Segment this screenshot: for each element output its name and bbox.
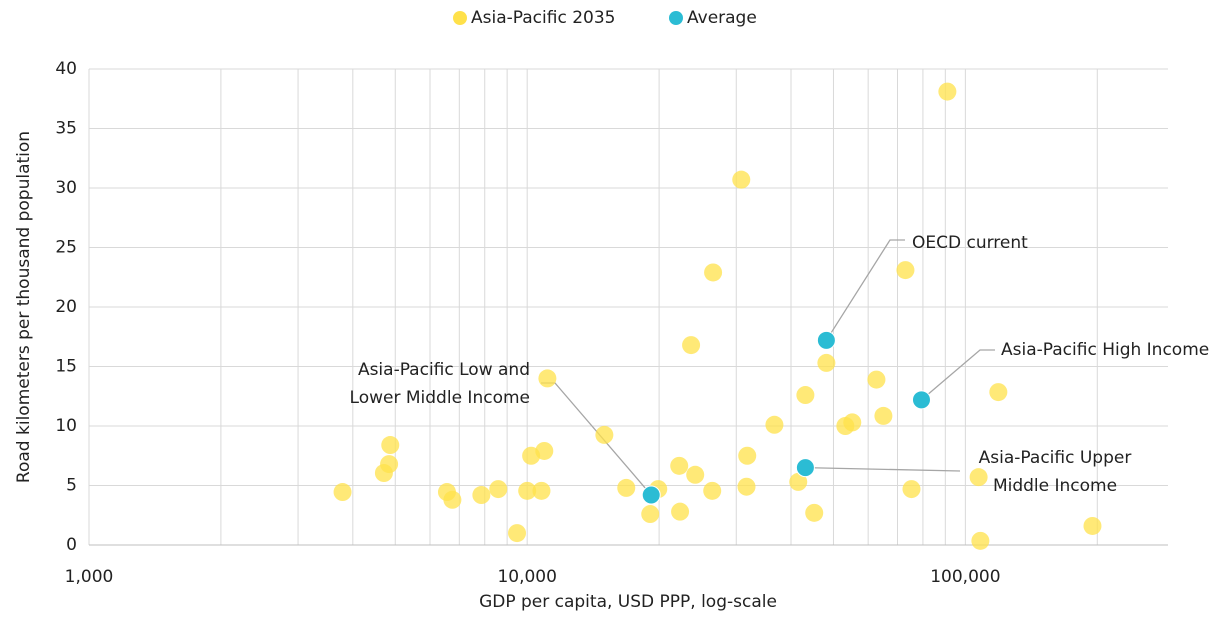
y-tick-label: 35 bbox=[55, 119, 77, 139]
point bbox=[333, 483, 352, 502]
point bbox=[971, 531, 990, 550]
annotation: Lower Middle Income bbox=[350, 388, 530, 408]
y-tick-label: 0 bbox=[66, 535, 77, 555]
leader-line bbox=[825, 239, 905, 341]
point bbox=[443, 490, 462, 509]
x-tick-label: 100,000 bbox=[930, 567, 1000, 587]
point bbox=[472, 486, 491, 505]
leader-line bbox=[541, 382, 652, 496]
point bbox=[538, 369, 557, 388]
point bbox=[737, 477, 756, 496]
point bbox=[796, 386, 815, 405]
point bbox=[682, 336, 701, 355]
legend-label: Average bbox=[687, 8, 757, 28]
point bbox=[617, 478, 636, 497]
point bbox=[805, 503, 824, 522]
point bbox=[641, 485, 661, 505]
point bbox=[843, 413, 862, 432]
point bbox=[765, 415, 784, 434]
y-tick-label: 5 bbox=[66, 476, 77, 496]
x-tick-label: 1,000 bbox=[65, 567, 114, 587]
leader-line bbox=[921, 349, 995, 401]
point bbox=[532, 481, 551, 500]
point bbox=[703, 481, 722, 500]
y-axis-label: Road kilometers per thousand population bbox=[14, 131, 34, 483]
x-tick-label: 10,000 bbox=[497, 567, 556, 587]
point bbox=[911, 390, 931, 410]
x-axis-label: GDP per capita, USD PPP, log-scale bbox=[479, 592, 777, 612]
point bbox=[817, 353, 836, 372]
point bbox=[671, 502, 690, 521]
y-tick-label: 30 bbox=[55, 178, 77, 198]
point bbox=[1083, 516, 1102, 535]
point bbox=[518, 481, 537, 500]
point bbox=[867, 370, 886, 389]
annotation: Asia-Pacific High Income bbox=[1001, 340, 1209, 360]
point bbox=[816, 330, 836, 350]
point bbox=[874, 406, 893, 425]
annotation: OECD current bbox=[912, 233, 1028, 253]
point bbox=[595, 425, 614, 444]
y-tick-label: 25 bbox=[55, 238, 77, 258]
point bbox=[508, 524, 527, 543]
point bbox=[535, 441, 554, 460]
y-tick-label: 10 bbox=[55, 416, 77, 436]
point bbox=[789, 472, 808, 491]
point bbox=[938, 82, 957, 101]
point bbox=[732, 170, 751, 189]
annotation: Asia-Pacific Upper bbox=[979, 448, 1132, 468]
point bbox=[641, 505, 660, 524]
point bbox=[969, 468, 988, 487]
point bbox=[896, 261, 915, 280]
point bbox=[380, 455, 399, 474]
point bbox=[795, 458, 815, 478]
point bbox=[902, 480, 921, 499]
point bbox=[489, 480, 508, 499]
legend-label: Asia-Pacific 2035 bbox=[471, 8, 615, 28]
y-tick-label: 40 bbox=[55, 59, 77, 79]
point bbox=[738, 446, 757, 465]
point bbox=[704, 263, 723, 282]
y-tick-label: 20 bbox=[55, 297, 77, 317]
annotation: Middle Income bbox=[993, 476, 1117, 496]
leader-line bbox=[805, 467, 961, 472]
point bbox=[686, 465, 705, 484]
point bbox=[381, 436, 400, 455]
point bbox=[670, 456, 689, 475]
annotation: Asia-Pacific Low and bbox=[358, 360, 530, 380]
legend-marker bbox=[453, 11, 467, 25]
y-tick-label: 15 bbox=[55, 357, 77, 377]
legend-marker bbox=[669, 11, 683, 25]
point bbox=[989, 383, 1008, 402]
